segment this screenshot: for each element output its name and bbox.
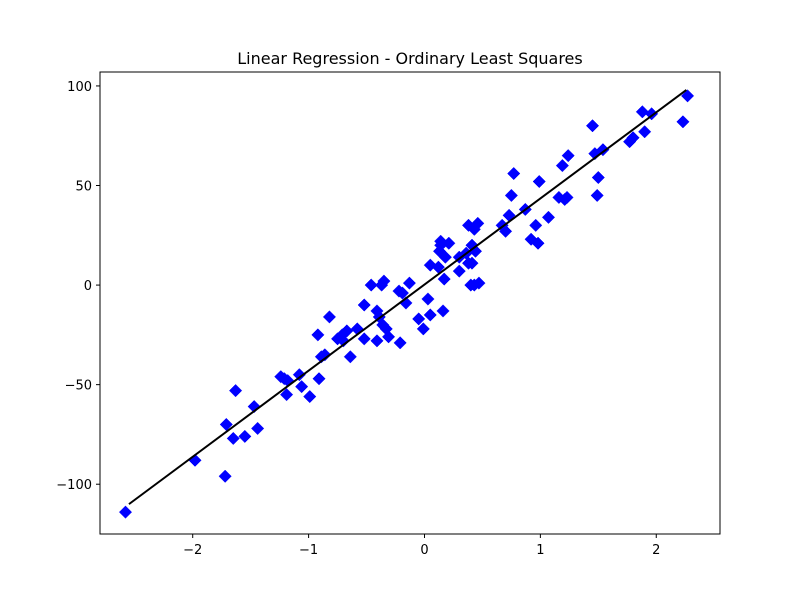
data-point-93 (635, 105, 649, 119)
data-point-94 (638, 125, 652, 139)
data-point-18 (312, 372, 326, 386)
regression-line (128, 89, 687, 505)
data-point-89 (591, 170, 605, 185)
data-point-14 (292, 368, 306, 382)
data-point-54 (437, 272, 451, 286)
x-tick-label: 1 (536, 543, 544, 558)
data-point-55 (438, 250, 452, 264)
data-point-12 (280, 388, 294, 402)
chart-title: Linear Regression - Ordinary Least Squar… (237, 49, 582, 68)
data-point-85 (561, 149, 575, 163)
data-point-71 (499, 224, 513, 238)
data-point-38 (382, 330, 396, 344)
data-point-46 (421, 292, 435, 306)
y-tick-label: 0 (84, 279, 92, 294)
data-point-56 (442, 236, 456, 250)
data-point-41 (395, 286, 410, 300)
data-point-20 (318, 348, 332, 362)
data-point-6 (229, 384, 243, 398)
data-point-86 (585, 119, 600, 133)
data-point-79 (532, 174, 546, 189)
x-tick-label: 0 (420, 543, 428, 558)
data-point-69 (472, 276, 486, 290)
data-point-16 (303, 390, 317, 404)
data-point-32 (370, 334, 384, 348)
data-point-44 (412, 312, 426, 326)
data-point-43 (402, 276, 416, 290)
y-tick-label: 100 (67, 80, 92, 95)
data-point-1 (118, 505, 133, 519)
data-point-36 (377, 274, 391, 288)
x-tick-label: 2 (652, 543, 660, 558)
x-tick-label: −1 (299, 543, 318, 558)
data-point-24 (336, 334, 350, 348)
y-tick-label: 50 (75, 180, 92, 195)
data-point-15 (295, 380, 309, 394)
data-point-73 (504, 188, 518, 203)
data-point-82 (555, 159, 569, 173)
data-point-17 (311, 328, 325, 342)
data-point-97 (680, 89, 695, 103)
data-point-68 (471, 216, 485, 230)
data-point-88 (590, 188, 604, 203)
data-point-53 (436, 304, 450, 318)
x-tick-label: −2 (183, 543, 202, 558)
data-point-9 (251, 421, 265, 436)
plot-area (118, 89, 695, 519)
data-point-29 (357, 298, 371, 312)
data-point-21 (322, 310, 337, 324)
data-point-92 (626, 131, 640, 145)
axes-frame (99, 71, 721, 535)
data-point-77 (529, 218, 543, 232)
data-point-90 (596, 143, 610, 157)
data-point-80 (541, 210, 556, 224)
data-point-40 (393, 336, 407, 350)
data-point-3 (218, 469, 232, 483)
axis-ticks: −2 −1 0 1 2 −100 −50 0 50 100 (56, 80, 660, 558)
data-point-96 (676, 115, 690, 129)
data-point-26 (343, 350, 357, 364)
data-point-57 (452, 264, 466, 278)
data-point-28 (357, 332, 371, 346)
data-point-76 (524, 232, 538, 246)
data-point-7 (238, 429, 252, 443)
data-point-47 (423, 308, 437, 322)
data-point-84 (560, 190, 574, 205)
y-tick-label: −100 (56, 478, 92, 493)
data-point-78 (531, 236, 545, 250)
data-point-45 (416, 322, 430, 336)
data-point-74 (507, 167, 521, 181)
data-point-5 (226, 431, 240, 445)
y-tick-label: −50 (65, 379, 92, 394)
data-point-52 (434, 234, 448, 248)
data-point-64 (465, 256, 479, 270)
data-point-30 (364, 278, 378, 292)
